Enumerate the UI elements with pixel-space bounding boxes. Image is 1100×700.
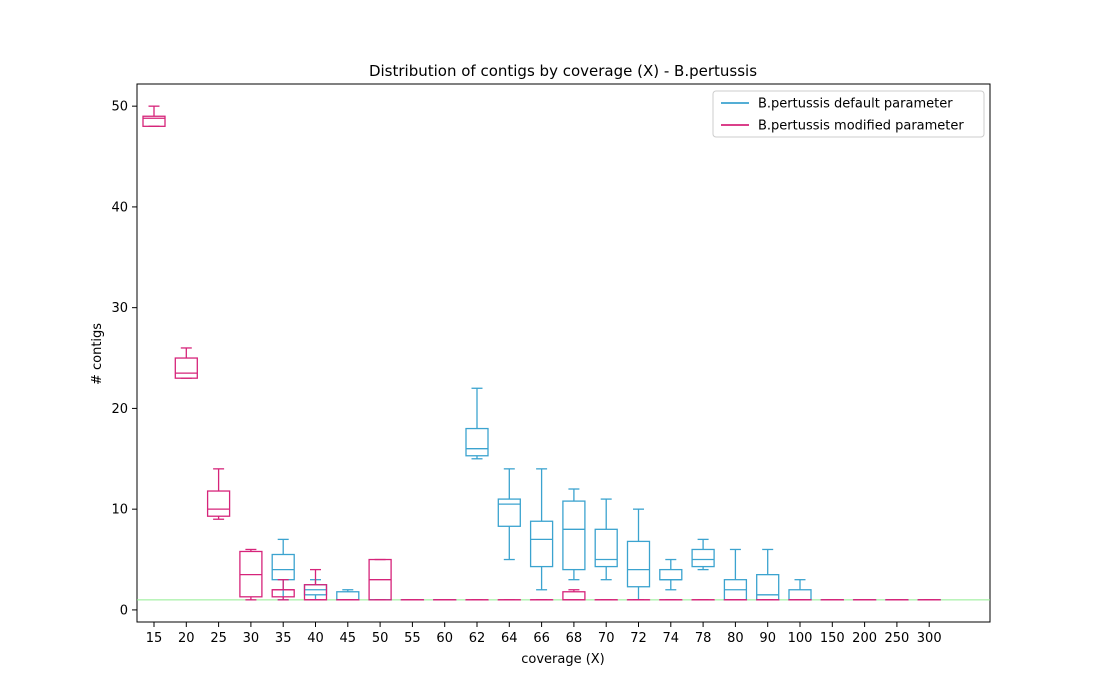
x-tick-label: 78 — [695, 631, 712, 646]
x-tick-label: 45 — [340, 631, 357, 646]
x-tick-label: 25 — [210, 631, 227, 646]
x-tick-label: 150 — [820, 631, 845, 646]
box — [174, 347, 198, 379]
x-tick-label: 74 — [663, 631, 680, 646]
box — [562, 488, 586, 581]
x-tick-label: 90 — [759, 631, 776, 646]
box — [529, 468, 554, 591]
x-tick-label: 62 — [469, 631, 486, 646]
series-1 — [142, 105, 941, 601]
box — [465, 387, 489, 460]
legend: B.pertussis default parameter B.pertussis… — [712, 90, 985, 138]
x-tick-label: 70 — [598, 631, 615, 646]
legend-box — [712, 90, 985, 138]
box — [594, 498, 618, 581]
legend-label: B.pertussis default parameter — [758, 97, 953, 112]
x-axis-label: coverage (X) — [521, 652, 605, 667]
x-tick-label: 30 — [243, 631, 260, 646]
box — [206, 468, 231, 520]
box — [303, 568, 328, 601]
x-tick-label: 200 — [852, 631, 877, 646]
x-tick-label: 64 — [501, 631, 518, 646]
box — [368, 558, 392, 601]
x-tick-label: 40 — [307, 631, 324, 646]
x-tick-label: 68 — [566, 631, 583, 646]
box — [659, 558, 683, 591]
y-tick-label: 10 — [111, 503, 128, 518]
legend-label: B.pertussis modified parameter — [758, 119, 964, 134]
x-tick-label: 20 — [178, 631, 195, 646]
y-tick-label: 40 — [111, 200, 128, 215]
x-tick-label: 80 — [727, 631, 744, 646]
x-tick-label: 35 — [275, 631, 292, 646]
plot-area: 0 10 20 30 40 50 15 20 25 30 35 40 45 50 55 60 62 64 66 68 7… — [111, 83, 991, 646]
chart-title: Distribution of contigs by coverage (X) … — [369, 62, 757, 80]
y-tick-label: 50 — [111, 100, 128, 115]
x-tick-label: 250 — [884, 631, 909, 646]
axes-frame — [136, 83, 991, 623]
y-tick-label: 20 — [111, 402, 128, 417]
box — [239, 548, 263, 601]
box — [142, 105, 166, 127]
x-tick-label: 100 — [788, 631, 813, 646]
box — [497, 468, 521, 561]
x-tick-label: 15 — [146, 631, 163, 646]
y-tick-label: 30 — [111, 301, 128, 316]
x-tick-label: 55 — [404, 631, 421, 646]
x-tick-label: 50 — [372, 631, 389, 646]
box — [691, 538, 715, 571]
box — [562, 589, 586, 601]
x-tick-label: 72 — [630, 631, 647, 646]
x-tick-label: 60 — [436, 631, 453, 646]
x-tick-label: 300 — [917, 631, 942, 646]
x-tick-label: 66 — [533, 631, 550, 646]
y-tick-label: 0 — [120, 603, 128, 618]
y-axis-label: # contigs — [90, 323, 105, 385]
box — [723, 548, 748, 601]
box — [271, 579, 295, 601]
